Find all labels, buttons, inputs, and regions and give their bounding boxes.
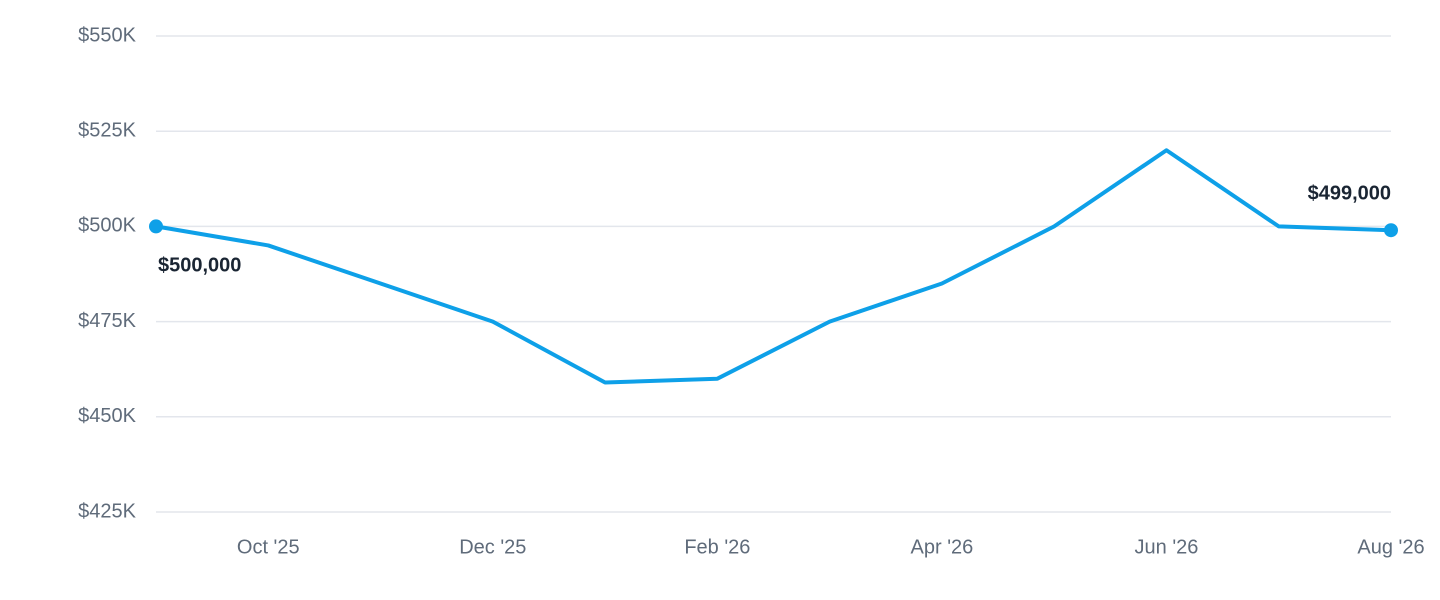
x-tick-label: Jun '26 [1135,536,1199,558]
y-tick-label: $525K [78,119,136,141]
x-tick-label: Apr '26 [911,536,974,558]
line [155,148,1392,385]
x-tick-label: Aug '26 [1357,536,1424,558]
y-tick-label: $475K [78,310,136,332]
x-tick-label: Feb '26 [684,536,750,558]
y-tick-label: $500K [78,215,136,237]
point [1384,223,1398,238]
value-label: $500,000 [158,255,241,277]
y-tick-label: $550K [78,24,136,46]
y-tick-label: $450K [78,405,136,427]
y-tick-label: $425K [78,500,136,522]
x-tick-label: Dec '25 [459,536,526,558]
value-label: $499,000 [1308,182,1391,204]
x-tick-label: Oct '25 [237,536,300,558]
point [149,219,163,234]
